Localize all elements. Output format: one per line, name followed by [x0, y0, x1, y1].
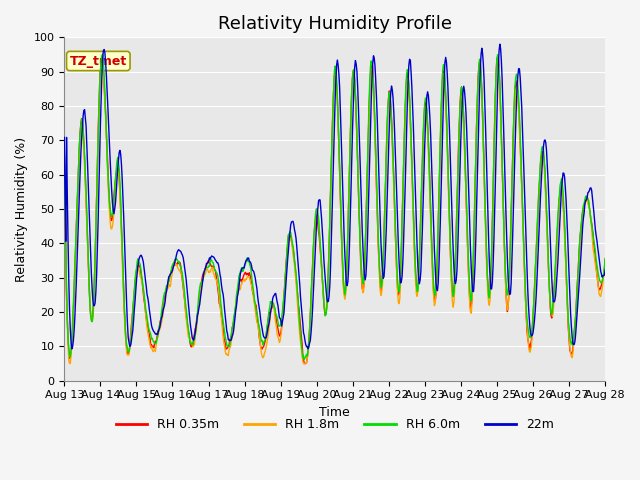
Legend: RH 0.35m, RH 1.8m, RH 6.0m, 22m: RH 0.35m, RH 1.8m, RH 6.0m, 22m: [111, 413, 559, 436]
Y-axis label: Relativity Humidity (%): Relativity Humidity (%): [15, 136, 28, 282]
X-axis label: Time: Time: [319, 406, 350, 419]
Text: TZ_tmet: TZ_tmet: [70, 55, 127, 68]
Title: Relativity Humidity Profile: Relativity Humidity Profile: [218, 15, 452, 33]
